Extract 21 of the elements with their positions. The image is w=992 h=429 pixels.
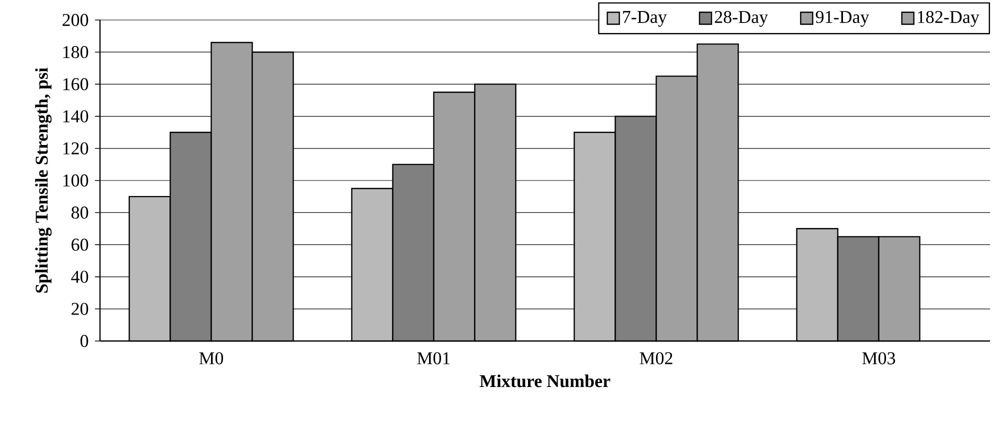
y-tick-label: 120 bbox=[63, 142, 88, 154]
legend-label: 91-Day bbox=[816, 10, 870, 27]
legend-label: 182-Day bbox=[918, 10, 980, 27]
y-tick-label: 200 bbox=[62, 14, 88, 26]
y-axis-title: Splitting Tensile Strength, psi bbox=[35, 68, 52, 293]
x-tick-label: M03 bbox=[862, 352, 896, 364]
legend-label: 28-Day bbox=[714, 10, 768, 27]
y-tick-label: 180 bbox=[63, 46, 88, 58]
y-tick-label: 40 bbox=[71, 270, 88, 283]
y-tick-label: 160 bbox=[63, 78, 88, 90]
x-axis-title: Mixture Number bbox=[480, 374, 610, 388]
y-tick-label: 20 bbox=[72, 302, 88, 315]
y-tick-label: 80 bbox=[71, 206, 88, 219]
y-tick-label: 100 bbox=[63, 174, 88, 187]
y-tick-label: 140 bbox=[63, 110, 88, 122]
y-tick-label: 60 bbox=[72, 238, 88, 251]
x-tick-label: M0 bbox=[199, 352, 224, 364]
x-tick-label: M01 bbox=[417, 352, 450, 364]
x-tick-label: M02 bbox=[640, 352, 672, 364]
legend-label: 7-Day bbox=[623, 11, 667, 27]
y-tick-label: 0 bbox=[80, 334, 88, 348]
